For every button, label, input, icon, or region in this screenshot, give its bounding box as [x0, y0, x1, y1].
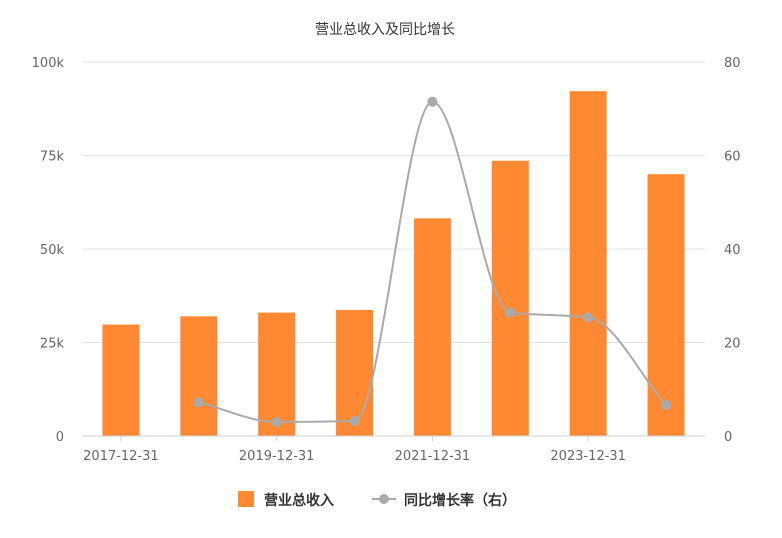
y-right-tick-label: 80	[724, 56, 741, 71]
x-tick-label: 2021-12-31	[395, 449, 471, 464]
growth-point[interactable]	[193, 397, 204, 408]
growth-point[interactable]	[271, 416, 282, 427]
revenue-bar[interactable]	[647, 174, 685, 436]
legend-swatch-revenue[interactable]	[238, 491, 254, 507]
axes: 0 0 25k 20 50k 40 75k 60 100k 80 2017-12-31 2019-12…	[32, 56, 741, 464]
y-right-tick-label: 40	[724, 243, 741, 258]
legend-label-revenue[interactable]: 营业总收入	[264, 492, 334, 509]
legend-swatch-growth-dot	[379, 494, 389, 504]
revenue-bar[interactable]	[102, 324, 140, 436]
x-tick-label: 2023-12-31	[550, 449, 626, 464]
revenue-bar[interactable]	[413, 218, 451, 436]
y-left-tick-label: 75k	[40, 150, 65, 165]
growth-line	[193, 96, 672, 427]
revenue-bar[interactable]	[569, 91, 607, 436]
legend: 营业总收入 同比增长率（右）	[238, 491, 516, 509]
y-right-tick-label: 0	[724, 430, 732, 445]
y-right-tick-label: 60	[724, 150, 741, 165]
revenue-bar[interactable]	[336, 309, 374, 436]
revenue-bar[interactable]	[258, 312, 296, 436]
growth-point[interactable]	[583, 312, 594, 323]
growth-point[interactable]	[349, 416, 360, 427]
x-tick-label: 2019-12-31	[239, 449, 315, 464]
revenue-bar[interactable]	[180, 316, 218, 436]
y-right-tick-label: 20	[724, 337, 741, 352]
y-left-tick-label: 50k	[40, 243, 65, 258]
legend-label-growth[interactable]: 同比增长率（右）	[404, 492, 516, 509]
revenue-bar[interactable]	[491, 160, 529, 436]
y-left-tick-label: 0	[56, 430, 64, 445]
x-tick-label: 2017-12-31	[83, 449, 159, 464]
grid-lines	[82, 61, 705, 343]
revenue-bars	[102, 91, 685, 436]
growth-point[interactable]	[427, 96, 438, 107]
chart-title: 营业总收入及同比增长	[315, 22, 455, 38]
y-left-tick-label: 100k	[32, 56, 65, 71]
y-left-tick-label: 25k	[40, 337, 65, 352]
growth-point[interactable]	[505, 307, 516, 318]
growth-point[interactable]	[661, 400, 672, 411]
